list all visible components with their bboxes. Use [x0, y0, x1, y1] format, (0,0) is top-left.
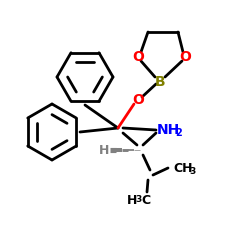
Text: CH: CH: [173, 162, 193, 174]
Text: O: O: [132, 50, 144, 64]
Text: 3: 3: [189, 166, 195, 175]
Text: O: O: [179, 50, 191, 64]
Text: C: C: [142, 194, 150, 206]
Text: H: H: [99, 144, 109, 156]
Text: 2: 2: [176, 128, 182, 138]
Text: H: H: [127, 194, 137, 206]
Text: O: O: [132, 93, 144, 107]
Text: B: B: [155, 75, 165, 89]
Text: 3: 3: [136, 196, 142, 204]
Text: NH: NH: [156, 123, 180, 137]
